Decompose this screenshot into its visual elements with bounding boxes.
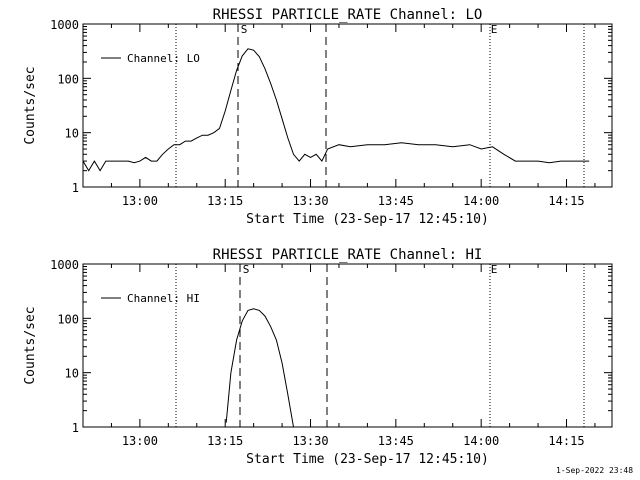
- y-tick-label: 1: [72, 421, 79, 435]
- x-tick-label: 14:15: [548, 194, 584, 208]
- plot-frame: [82, 23, 613, 188]
- y-axis-label: Counts/sec: [23, 66, 38, 144]
- x-tick-label: 14:15: [548, 434, 584, 448]
- x-tick-label: 13:45: [378, 194, 414, 208]
- start-marker-label: S: [243, 263, 250, 276]
- y-tick-label: 10: [65, 127, 79, 141]
- x-tick-label: 14:00: [463, 434, 499, 448]
- x-tick-label: 14:00: [463, 194, 499, 208]
- y-axis-label: Counts/sec: [23, 306, 38, 384]
- x-tick-label: 13:00: [122, 434, 158, 448]
- y-tick-label: 1000: [50, 18, 79, 32]
- y-tick-label: 1: [72, 181, 79, 195]
- y-tick-label: 1000: [50, 258, 79, 272]
- series-line: [82, 48, 590, 172]
- panel-1: RHESSI PARTICLE_RATE Channel: LO 1 10 100 10…: [23, 7, 613, 227]
- timestamp-label: 1-Sep-2022 23:48: [556, 466, 634, 475]
- x-axis-label: Start Time (23-Sep-17 12:45:10): [246, 452, 489, 467]
- chart-title: RHESSI PARTICLE_RATE Channel: LO: [213, 7, 483, 23]
- legend-label: Channel: LO: [127, 52, 200, 65]
- x-tick-label: 13:45: [378, 434, 414, 448]
- panel-2: RHESSI PARTICLE_RATE Channel: HI 1 10 100 10…: [23, 247, 613, 467]
- y-tick-label: 100: [57, 72, 79, 86]
- start-marker-label: S: [241, 23, 248, 36]
- x-tick-label: 13:30: [292, 194, 328, 208]
- x-axis-label: Start Time (23-Sep-17 12:45:10): [246, 212, 489, 227]
- y-tick-label: 10: [65, 367, 79, 381]
- x-tick-label: 13:30: [292, 434, 328, 448]
- plot-frame: [82, 263, 613, 428]
- x-tick-label: 13:15: [207, 194, 243, 208]
- series-line: [225, 308, 294, 428]
- legend-label: Channel: HI: [127, 292, 200, 305]
- end-marker-label: E: [491, 263, 498, 276]
- y-tick-label: 100: [57, 312, 79, 326]
- x-tick-label: 13:15: [207, 434, 243, 448]
- x-tick-label: 13:00: [122, 194, 158, 208]
- end-marker-label: E: [491, 23, 498, 36]
- chart-title: RHESSI PARTICLE_RATE Channel: HI: [213, 247, 483, 263]
